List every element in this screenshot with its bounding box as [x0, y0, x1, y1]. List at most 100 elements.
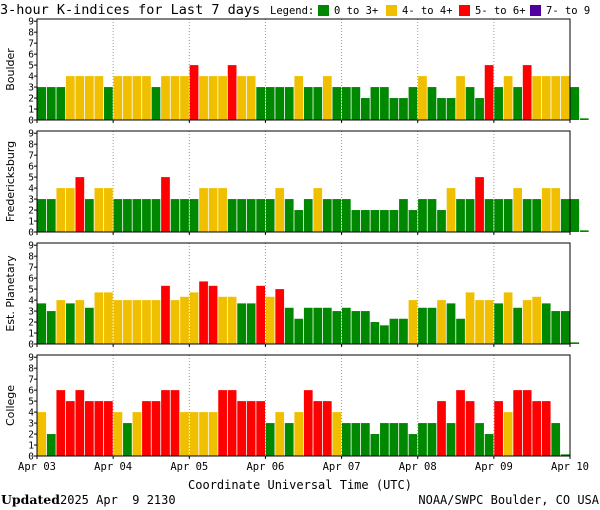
k-index-bar [484, 65, 494, 120]
k-index-bar [113, 199, 123, 232]
y-tick-label: 5 [28, 285, 34, 296]
k-index-bar [503, 412, 513, 456]
y-tick-label: 6 [28, 386, 34, 397]
k-index-bar [104, 87, 113, 120]
k-index-bar [132, 76, 142, 120]
k-index-bar [46, 434, 56, 456]
k-index-bar [532, 76, 542, 120]
y-tick-label: 9 [28, 17, 34, 28]
k-index-bar [294, 318, 304, 344]
panel-name: College [4, 385, 17, 426]
k-index-bar [332, 87, 342, 120]
k-index-bar [303, 87, 313, 120]
k-index-bar [475, 423, 484, 456]
x-tick-label: Apr 08 [399, 461, 437, 473]
updated-label: Updated [1, 492, 60, 507]
k-index-bar [294, 412, 304, 456]
k-index-bar [313, 87, 323, 120]
k-index-bar [475, 300, 484, 344]
k-index-bar [180, 76, 189, 120]
k-index-bar [170, 199, 180, 232]
k-index-bar [399, 423, 408, 456]
k-index-bar [560, 76, 570, 120]
k-index-bar [408, 87, 418, 120]
y-tick-label: 0 [28, 452, 34, 463]
k-index-bar [570, 199, 580, 232]
y-tick-label: 3 [28, 83, 34, 94]
k-index-bar [189, 199, 199, 232]
y-tick-label: 1 [28, 329, 34, 340]
k-index-bar [522, 390, 532, 456]
k-index-bar [437, 401, 446, 456]
k-index-bar [123, 300, 132, 344]
k-index-bar [218, 188, 227, 232]
panel-name: Est. Planetary [4, 255, 17, 332]
k-index-bar [570, 87, 580, 120]
legend-swatch [386, 5, 397, 16]
k-index-bar [370, 210, 380, 232]
y-tick-label: 2 [28, 430, 34, 441]
k-index-bar [37, 303, 47, 344]
y-tick-label: 8 [28, 140, 34, 151]
k-index-bar [579, 230, 589, 232]
k-index-bar [180, 199, 189, 232]
k-index-bar [265, 87, 275, 120]
legend-label: 0 to 3+ [334, 5, 378, 17]
k-index-bar [199, 412, 208, 456]
k-index-bar [303, 199, 313, 232]
y-tick-label: 7 [28, 263, 34, 274]
k-index-bar [275, 87, 285, 120]
k-index-bar [494, 303, 503, 344]
k-index-bar [465, 401, 475, 456]
k-index-bar [275, 412, 285, 456]
y-tick-label: 5 [28, 173, 34, 184]
k-index-bar [579, 118, 589, 120]
k-index-bar [332, 412, 342, 456]
k-index-bar [532, 199, 542, 232]
panel-frame [36, 354, 571, 457]
k-index-bar [532, 401, 542, 456]
y-tick-label: 2 [28, 94, 34, 105]
k-index-bar [75, 390, 85, 456]
x-axis-label: Coordinate Universal Time (UTC) [188, 478, 412, 492]
k-index-bar [494, 199, 503, 232]
k-index-bar [361, 210, 370, 232]
k-index-bar [399, 98, 408, 120]
y-tick-label: 0 [28, 228, 34, 239]
legend-label: 5- to 6+ [475, 5, 526, 17]
k-index-bar [303, 307, 313, 344]
k-index-bar [284, 307, 294, 344]
y-tick-label: 4 [28, 72, 34, 83]
x-tick-label: Apr 10 [551, 461, 589, 473]
k-index-bar [142, 401, 151, 456]
k-index-bar [256, 87, 266, 120]
k-index-bar [408, 210, 418, 232]
k-index-bar [56, 87, 66, 120]
y-tick-label: 5 [28, 61, 34, 72]
y-tick-label: 3 [28, 195, 34, 206]
k-index-bar [341, 423, 351, 456]
k-index-bar [284, 87, 294, 120]
k-index-bar [551, 76, 561, 120]
k-index-bar [418, 76, 427, 120]
k-index-bar [104, 188, 113, 232]
k-index-bar [332, 311, 342, 344]
k-index-bar [265, 296, 275, 344]
panel-frame [36, 130, 571, 233]
k-index-bar [246, 76, 256, 120]
y-tick-label: 5 [28, 397, 34, 408]
k-index-bar [113, 76, 123, 120]
k-index-bar [37, 87, 47, 120]
k-index-bar [294, 76, 304, 120]
panel-name: Boulder [4, 48, 17, 91]
k-index-bar [189, 292, 199, 344]
y-tick-label: 8 [28, 364, 34, 375]
k-index-bar [322, 401, 332, 456]
y-tick-label: 9 [28, 129, 34, 140]
y-tick-label: 1 [28, 105, 34, 116]
k-index-bar [513, 188, 523, 232]
y-tick-label: 7 [28, 375, 34, 386]
k-index-bar [75, 300, 85, 344]
